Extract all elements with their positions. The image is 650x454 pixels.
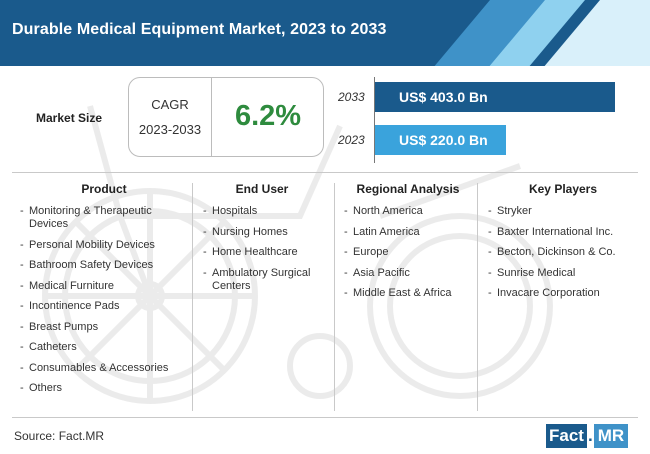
list-item: Others xyxy=(20,382,188,395)
cagr-box: CAGR 2023-2033 6.2% xyxy=(128,77,324,157)
list-item: Latin America xyxy=(344,226,472,239)
list-item: Bathroom Safety Devices xyxy=(20,259,188,272)
regional-list: North America Latin America Europe Asia Pac… xyxy=(344,205,472,300)
list-item: Hospitals xyxy=(203,205,331,218)
list-item: Nursing Homes xyxy=(203,226,331,239)
cagr-divider xyxy=(211,78,212,156)
list-item: Asia Pacific xyxy=(344,267,472,280)
column-title: Regional Analysis xyxy=(356,182,460,196)
list-item: Catheters xyxy=(20,341,188,354)
list-item: Stryker xyxy=(488,205,638,218)
list-item: Home Healthcare xyxy=(203,246,331,259)
list-item: Sunrise Medical xyxy=(488,267,638,280)
product-list: Monitoring & Therapeutic Devices Personal… xyxy=(20,205,188,395)
bar-year-label: 2023 xyxy=(338,133,365,147)
source-text: Source: Fact.MR xyxy=(14,429,105,443)
list-item: Consumables & Accessories xyxy=(20,362,188,375)
list-item: Ambulatory Surgical Centers xyxy=(203,267,331,293)
divider xyxy=(12,417,638,418)
list-item: Middle East & Africa xyxy=(344,287,472,300)
factmr-logo: Fact . MR xyxy=(546,424,629,448)
bar-2023: US$ 220.0 Bn xyxy=(375,125,506,155)
bar-axis xyxy=(374,77,375,163)
bar-2033: US$ 403.0 Bn xyxy=(375,82,615,112)
list-item: Baxter International Inc. xyxy=(488,226,638,239)
end-user-list: Hospitals Nursing Homes Home Healthcare Amb… xyxy=(203,205,331,293)
column-title: Product xyxy=(81,182,127,196)
header-banner: Durable Medical Equipment Market, 2023 t… xyxy=(0,0,650,66)
page-title: Durable Medical Equipment Market, 2023 t… xyxy=(12,21,387,38)
column-divider xyxy=(334,183,335,411)
key-players-list: Stryker Baxter International Inc. Becton, … xyxy=(488,205,638,300)
logo-dot: . xyxy=(587,426,593,445)
cagr-label: CAGR xyxy=(151,97,189,112)
column-key-players: Key Players Stryker Baxter International … xyxy=(488,182,638,308)
list-item: Medical Furniture xyxy=(20,280,188,293)
list-item: Personal Mobility Devices xyxy=(20,239,188,252)
column-divider xyxy=(477,183,478,411)
column-regional: Regional Analysis North America Latin Ame… xyxy=(344,182,472,308)
divider xyxy=(12,172,638,173)
column-title: Key Players xyxy=(528,182,598,196)
column-title: End User xyxy=(235,182,289,196)
logo-fact: Fact xyxy=(546,424,587,448)
column-divider xyxy=(192,183,193,411)
market-size-label: Market Size xyxy=(36,111,103,125)
list-item: Invacare Corporation xyxy=(488,287,638,300)
list-item: North America xyxy=(344,205,472,218)
cagr-value: 6.2% xyxy=(234,100,302,132)
list-item: Monitoring & Therapeutic Devices xyxy=(20,205,188,231)
column-product: Product Monitoring & Therapeutic Devices… xyxy=(20,182,188,403)
logo-mr: MR xyxy=(593,424,629,448)
list-item: Breast Pumps xyxy=(20,321,188,334)
cagr-period: 2023-2033 xyxy=(138,122,202,137)
bar-year-label: 2033 xyxy=(338,90,365,104)
column-end-user: End User Hospitals Nursing Homes Home Heal… xyxy=(203,182,331,300)
list-item: Europe xyxy=(344,246,472,259)
list-item: Becton, Dickinson & Co. xyxy=(488,246,638,259)
list-item: Incontinence Pads xyxy=(20,300,188,313)
